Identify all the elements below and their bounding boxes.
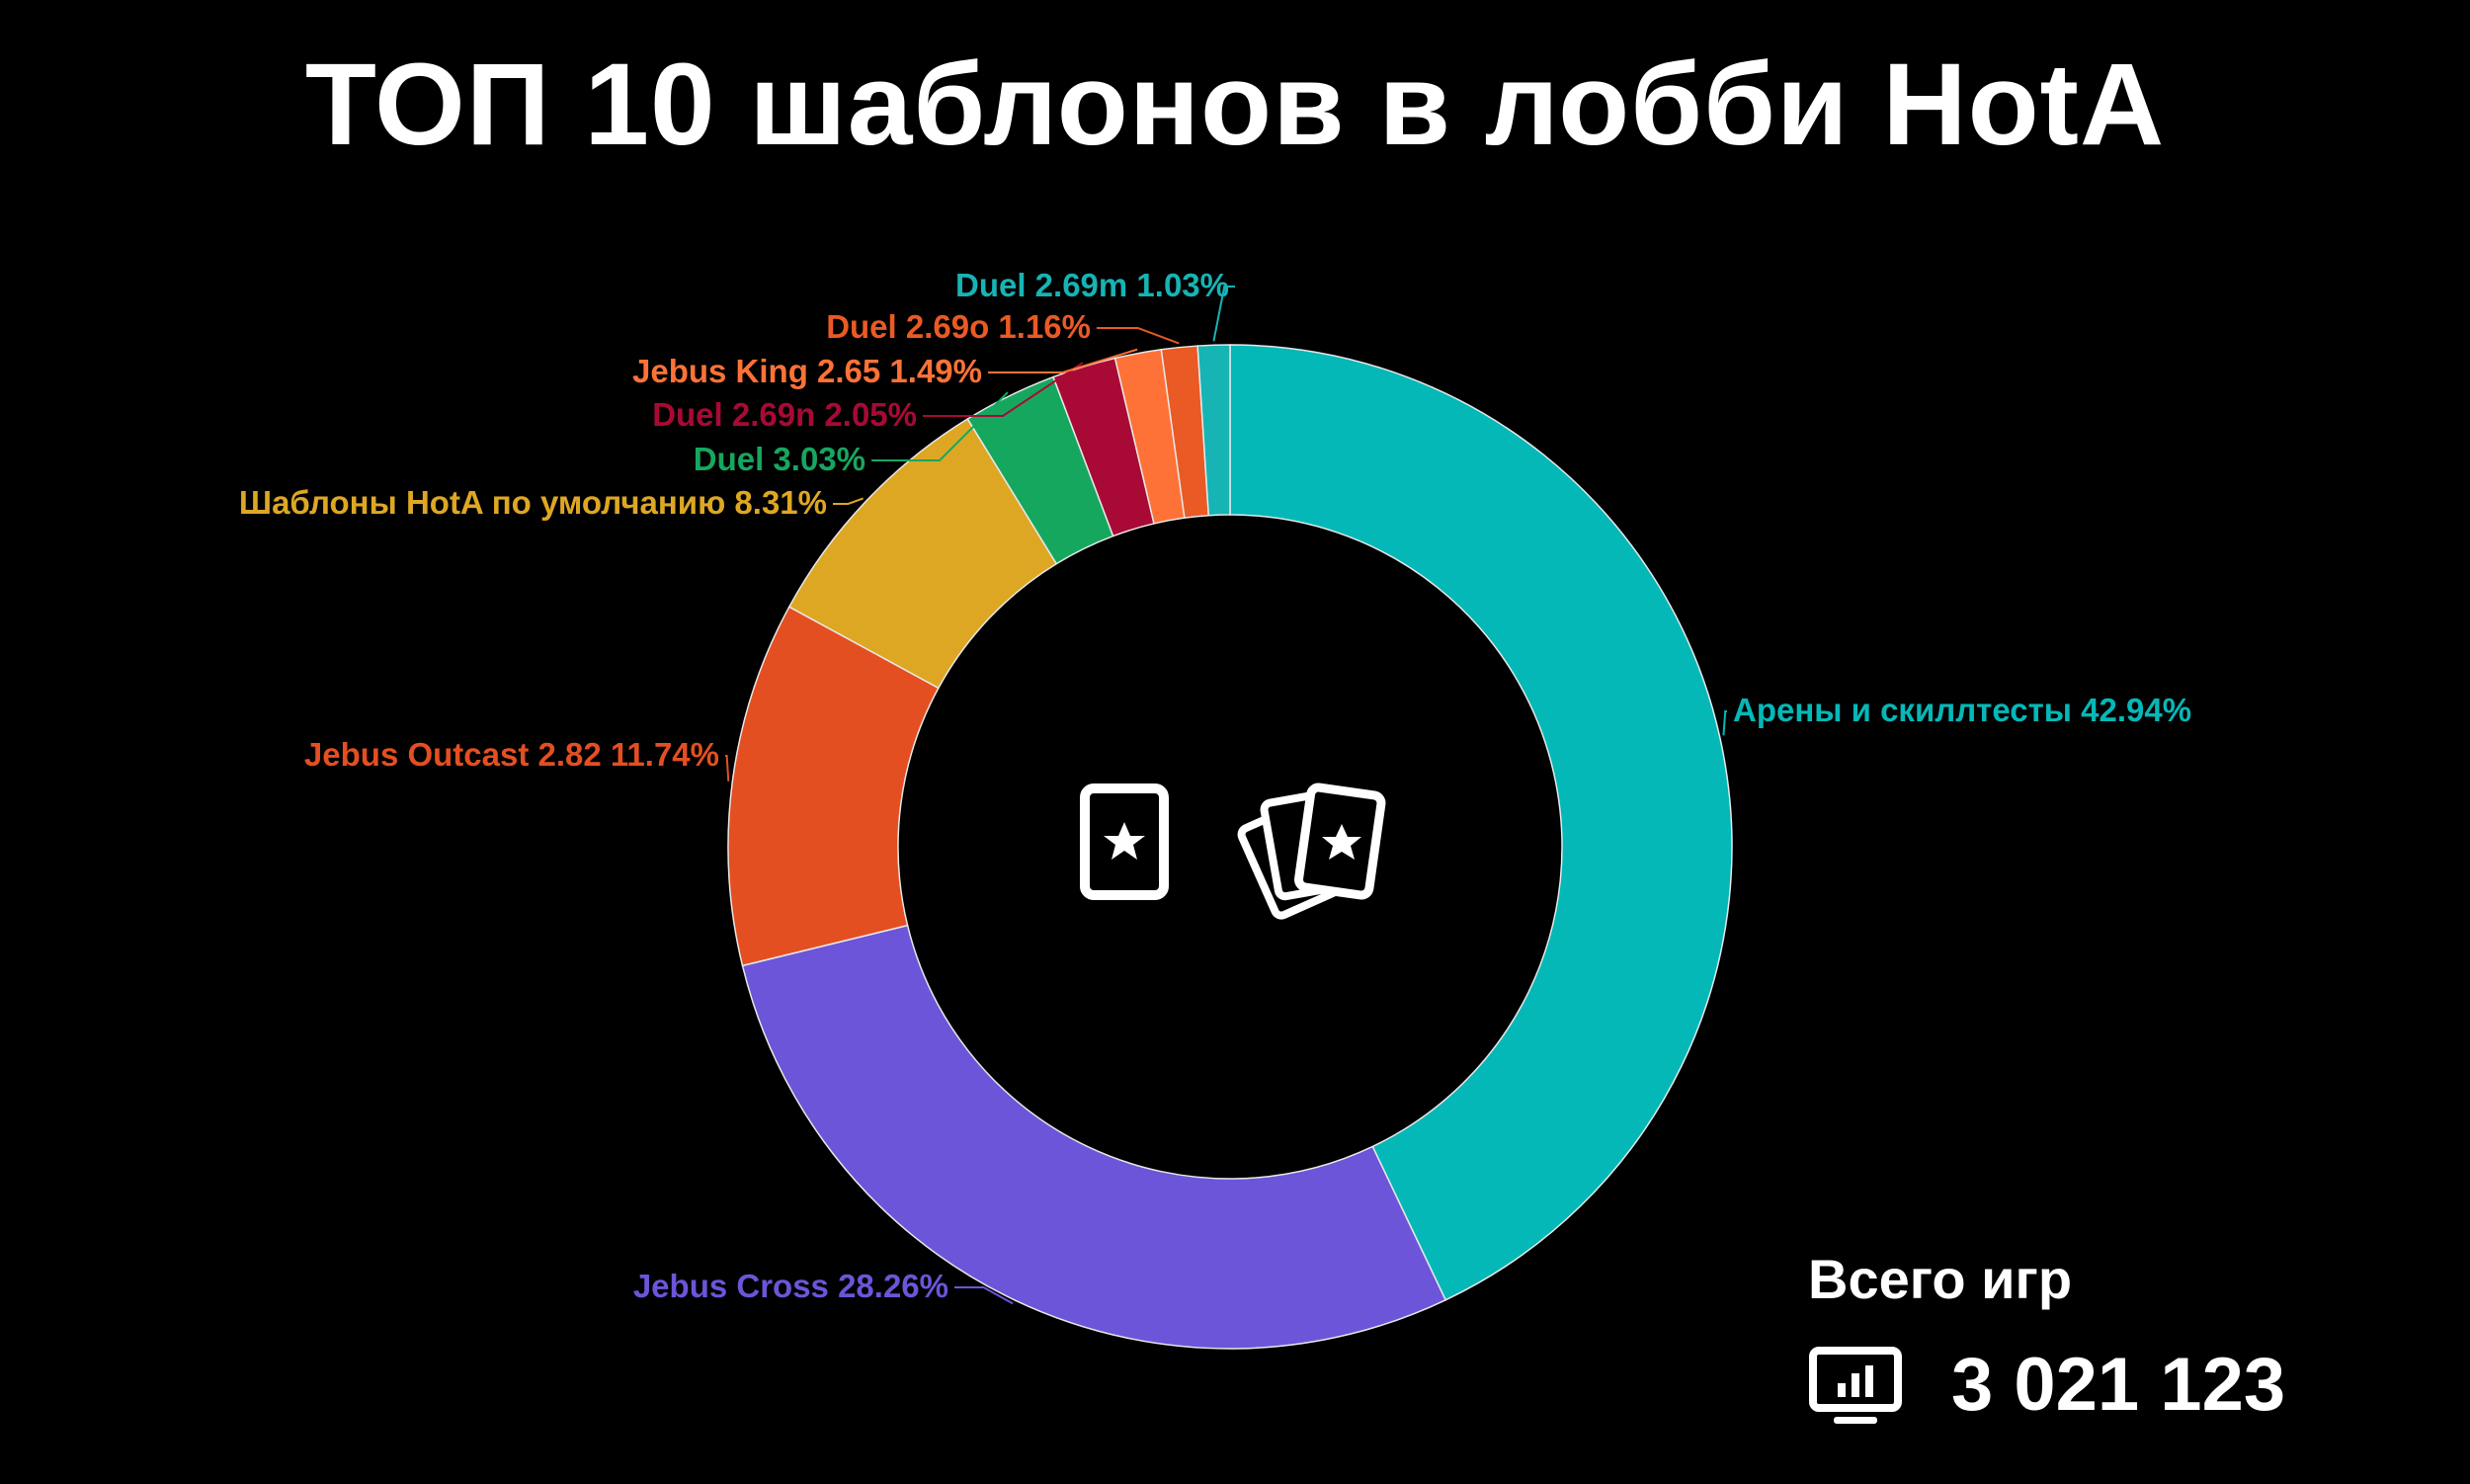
chart-title: ТОП 10 шаблонов в лобби HotA [304, 40, 2166, 170]
donut-slice [1229, 344, 1733, 1301]
slice-labels: Арены и скиллтесты 42.94% Jebus Cross 28.… [239, 267, 2191, 1304]
leader-line [833, 497, 864, 505]
label-leader-lines [725, 286, 1727, 1305]
leader-line [954, 1286, 1014, 1305]
slice-label: Duel 2.69m 1.03% [955, 267, 1229, 303]
slice-label: Jebus Outcast 2.82 11.74% [304, 736, 719, 773]
slice-label: Арены и скиллтесты 42.94% [1733, 692, 2191, 728]
slice-label: Duel 2.69n 2.05% [652, 396, 917, 433]
leader-line [1722, 710, 1727, 736]
slice-label: Jebus Cross 28.26% [633, 1268, 948, 1304]
total-games-label: Всего игр [1808, 1248, 2073, 1310]
leader-line [988, 348, 1138, 373]
donut-slices [727, 344, 1733, 1350]
slice-label: Duel 3.03% [694, 441, 865, 477]
donut-slice [1196, 344, 1231, 517]
leader-line [1097, 327, 1180, 345]
slice-label: Шаблоны HotA по умолчанию 8.31% [239, 484, 827, 521]
slice-label: Jebus King 2.65 1.49% [632, 353, 982, 389]
slice-label: Duel 2.69o 1.16% [826, 308, 1091, 345]
leader-line [923, 362, 1084, 417]
total-games-value: 3 021 123 [1951, 1343, 2286, 1427]
donut-slice [741, 924, 1447, 1350]
leader-line [725, 755, 730, 782]
card-fan-star-icon [1237, 783, 1386, 920]
single-card-star-icon [1080, 783, 1169, 900]
leader-line [1212, 286, 1235, 342]
monitor-stats-icon [1809, 1347, 1902, 1424]
